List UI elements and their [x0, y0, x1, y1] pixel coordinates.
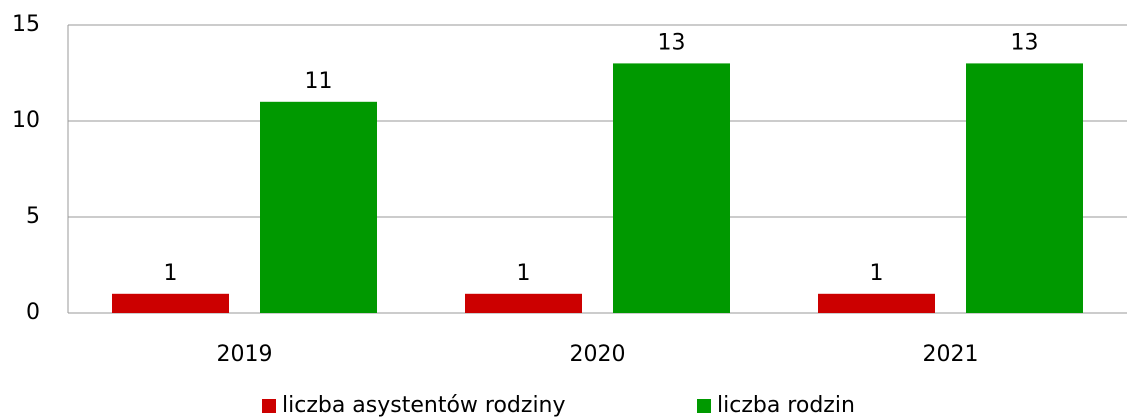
x-tick-label: 2019	[217, 342, 273, 367]
y-tick-label: 0	[26, 300, 40, 325]
data-label: 13	[658, 30, 686, 55]
data-label: 1	[164, 261, 178, 286]
legend-swatch	[697, 399, 711, 413]
bar	[112, 293, 229, 313]
data-label: 11	[305, 69, 333, 94]
y-tick-label: 5	[26, 204, 40, 229]
bar	[966, 63, 1083, 314]
bar	[613, 63, 730, 314]
x-tick-label: 2021	[923, 342, 979, 367]
legend-label: liczba asystentów rodziny	[282, 393, 566, 418]
legend-label: liczba rodzin	[717, 393, 855, 418]
data-label: 1	[517, 261, 531, 286]
y-tick-label: 10	[12, 108, 40, 133]
bar	[465, 293, 582, 313]
data-label: 1	[870, 261, 884, 286]
legend-swatch	[262, 399, 276, 413]
y-tick-label: 15	[12, 12, 40, 37]
bar	[260, 101, 377, 313]
data-label: 13	[1011, 30, 1039, 55]
bar	[818, 293, 935, 313]
x-tick-label: 2020	[570, 342, 626, 367]
